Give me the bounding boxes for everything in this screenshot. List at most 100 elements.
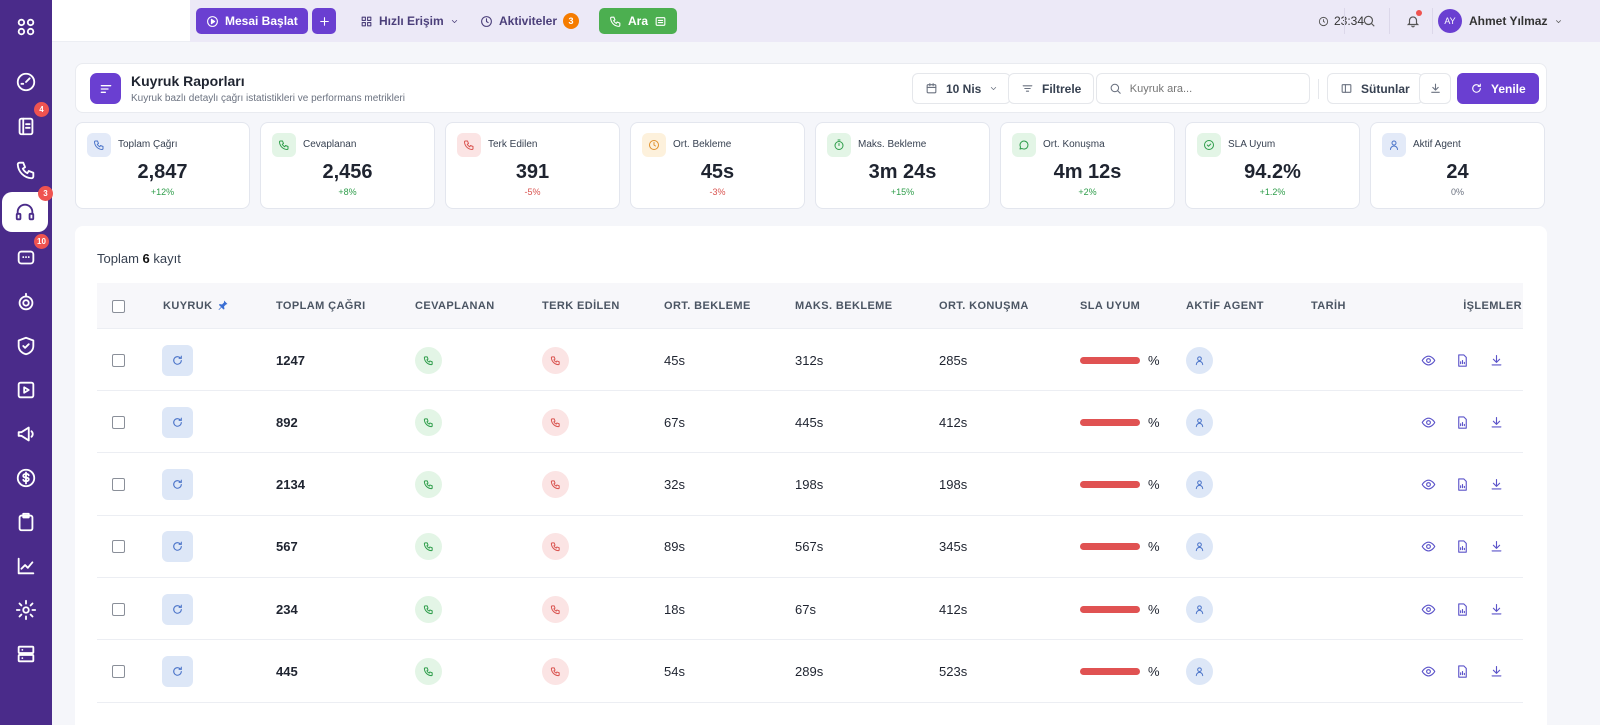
start-shift-button[interactable]: Mesai Başlat <box>196 8 308 34</box>
activities-button[interactable]: Aktiviteler 3 <box>470 8 589 34</box>
answered-cell <box>415 516 442 578</box>
sla-progress-bar <box>1080 481 1140 489</box>
view-button[interactable] <box>1411 539 1445 554</box>
table-row[interactable]: 2134 32s 198s 198s % <box>97 454 1523 516</box>
table-row[interactable]: 892 67s 445s 412s % <box>97 391 1523 454</box>
view-button[interactable] <box>1411 415 1445 430</box>
report-button[interactable] <box>1445 353 1479 368</box>
row-checkbox[interactable] <box>112 329 125 391</box>
actions-cell <box>1411 391 1513 453</box>
notifications-button[interactable] <box>1402 0 1424 42</box>
date-value: 10 Nis <box>946 81 982 96</box>
abandoned-cell <box>542 329 569 391</box>
phone-icon <box>550 480 560 490</box>
column-header[interactable]: SLA UYUM <box>1080 300 1141 312</box>
queue-search-input[interactable] <box>1129 82 1297 95</box>
sidebar-item-dashboard-gauge[interactable] <box>8 64 44 100</box>
select-all-checkbox[interactable] <box>112 283 125 329</box>
column-header[interactable]: AKTİF AGENT <box>1186 300 1264 312</box>
download-row-button[interactable] <box>1479 602 1513 617</box>
sidebar-item-clipboard[interactable] <box>8 504 44 540</box>
column-header[interactable]: ORT. BEKLEME <box>664 300 751 312</box>
top-bar-tint <box>190 0 1600 42</box>
add-button[interactable] <box>312 8 336 34</box>
column-header[interactable]: KUYRUK <box>163 300 213 312</box>
sidebar-item-chat[interactable]: 10 <box>8 234 49 276</box>
user-menu[interactable]: AY Ahmet Yılmaz <box>1438 0 1563 42</box>
column-header[interactable]: İŞLEMLER <box>1463 300 1522 312</box>
queue-search[interactable] <box>1096 73 1310 104</box>
row-checkbox[interactable] <box>112 641 125 703</box>
sidebar-item-chart-line[interactable] <box>8 548 44 584</box>
sidebar-item-phone[interactable] <box>8 152 44 188</box>
download-row-button[interactable] <box>1479 664 1513 679</box>
table-row[interactable]: 1247 45s 312s 285s % <box>97 329 1523 391</box>
table-row[interactable]: 234 18s 67s 412s % <box>97 578 1523 641</box>
clock-icon <box>481 15 492 27</box>
download-button[interactable] <box>1419 73 1451 104</box>
download-row-button[interactable] <box>1479 415 1513 430</box>
row-checkbox[interactable] <box>112 454 125 516</box>
table-row[interactable]: 445 54s 289s 523s % <box>97 641 1523 703</box>
report-button[interactable] <box>1445 415 1479 430</box>
report-button[interactable] <box>1445 602 1479 617</box>
phone-icon <box>464 140 474 150</box>
column-header[interactable]: MAKS. BEKLEME <box>795 300 893 312</box>
columns-button[interactable]: Sütunlar <box>1327 73 1423 104</box>
filter-button[interactable]: Filtrele <box>1008 73 1095 104</box>
column-header[interactable]: TERK EDİLEN <box>542 300 620 312</box>
row-checkbox[interactable] <box>112 391 125 453</box>
queue-icon <box>162 469 193 501</box>
date-picker[interactable]: 10 Nis <box>912 73 1012 104</box>
sla-cell: % <box>1080 391 1160 453</box>
column-header[interactable]: ORT. KONUŞMA <box>939 300 1029 312</box>
headset-icon <box>15 203 35 221</box>
pin-icon[interactable] <box>217 299 229 314</box>
view-button[interactable] <box>1411 353 1445 368</box>
actions-cell <box>1411 329 1513 391</box>
sidebar-item-settings-gear[interactable] <box>8 592 44 628</box>
column-header[interactable]: CEVAPLANAN <box>415 300 495 312</box>
report-button[interactable] <box>1445 477 1479 492</box>
column-header[interactable]: TOPLAM ÇAĞRI <box>276 300 366 312</box>
table-row[interactable]: 567 89s 567s 345s % <box>97 516 1523 578</box>
row-checkbox[interactable] <box>112 516 125 578</box>
download-row-button[interactable] <box>1479 353 1513 368</box>
search-button[interactable] <box>1358 0 1380 42</box>
report-button[interactable] <box>1445 664 1479 679</box>
total-calls: 2134 <box>276 477 305 493</box>
sidebar-item-robot[interactable] <box>8 284 44 320</box>
stat-value: 3m 24s <box>868 161 937 183</box>
sidebar-item-dollar[interactable] <box>8 460 44 496</box>
eye-icon <box>1421 604 1435 615</box>
agent-cell <box>1186 329 1213 391</box>
sidebar-item-shield-check[interactable] <box>8 328 44 364</box>
column-header[interactable]: TARİH <box>1311 300 1346 312</box>
sidebar-item-contacts[interactable]: 4 <box>8 102 49 144</box>
max-wait: 567s <box>795 539 824 555</box>
call-button[interactable]: Ara <box>599 8 678 34</box>
download-row-button[interactable] <box>1479 539 1513 554</box>
download-icon <box>1430 83 1440 93</box>
quick-access-dropdown[interactable]: Hızlı Erişim <box>350 8 469 34</box>
report-button[interactable] <box>1445 539 1479 554</box>
avg-talk: 412s <box>939 601 968 617</box>
view-button[interactable] <box>1411 664 1445 679</box>
chevron-down-icon <box>1556 19 1562 23</box>
view-button[interactable] <box>1411 477 1445 492</box>
answered-cell <box>415 391 442 453</box>
view-button[interactable] <box>1411 602 1445 617</box>
settings-gear-icon <box>15 599 37 621</box>
refresh-button[interactable]: Yenile <box>1457 73 1539 104</box>
sidebar-item-apps-grid[interactable] <box>8 9 44 45</box>
stat-change: +2% <box>1078 187 1097 197</box>
download-row-button[interactable] <box>1479 477 1513 492</box>
sidebar-item-play[interactable] <box>8 372 44 408</box>
divider <box>1344 8 1345 34</box>
row-checkbox[interactable] <box>112 578 125 640</box>
sidebar-item-headset[interactable]: 3 <box>2 186 53 232</box>
agent-cell <box>1186 578 1213 640</box>
sidebar-item-megaphone[interactable] <box>8 416 44 452</box>
actions-cell <box>1411 641 1513 703</box>
sidebar-item-server[interactable] <box>8 636 44 672</box>
